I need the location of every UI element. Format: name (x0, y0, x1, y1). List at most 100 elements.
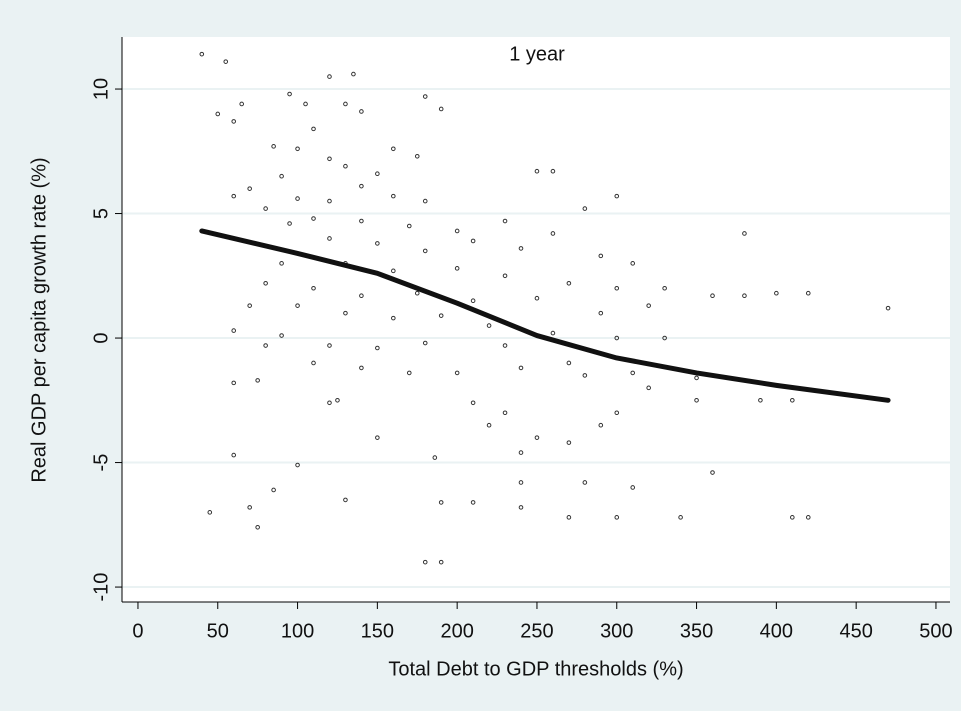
scatter-point (502, 343, 508, 348)
scatter-point (295, 146, 300, 152)
x-axis-label: Total Debt to GDP thresholds (%) (388, 658, 683, 680)
x-tick-label: 250 (520, 620, 553, 642)
scatter-point (343, 497, 348, 503)
scatter-point (279, 173, 284, 179)
scatter-point (598, 422, 604, 428)
scatter-point (438, 313, 444, 318)
scatter-point (758, 398, 763, 403)
scatter-point (582, 206, 588, 211)
scatter-point (454, 228, 460, 234)
scatter-point (566, 360, 572, 366)
scatter-point (805, 290, 811, 296)
scatter-point (223, 59, 229, 64)
scatter-point (438, 500, 444, 505)
scatter-point (231, 380, 237, 386)
scatter-point (303, 101, 308, 107)
y-tick-label: 5 (90, 208, 112, 219)
x-tick-label: 100 (281, 620, 314, 642)
scatter-point (438, 106, 444, 112)
scatter-point (295, 462, 300, 468)
scatter-point (263, 206, 268, 211)
scatter-point (534, 168, 540, 174)
x-tick-label: 450 (839, 620, 872, 642)
x-tick-label: 300 (600, 620, 633, 642)
scatter-point (359, 183, 364, 189)
scatter-point (375, 345, 380, 351)
scatter-point (486, 323, 492, 328)
scatter-point (391, 193, 396, 199)
scatter-point (231, 452, 237, 458)
scatter-point (414, 153, 420, 159)
scatter-point (742, 231, 747, 236)
scatter-point (534, 295, 540, 301)
scatter-point (375, 435, 380, 440)
scatter-point (279, 333, 284, 338)
scatter-point (406, 370, 412, 376)
scatter-point (566, 440, 572, 445)
scatter-point (518, 450, 524, 455)
scatter-point (454, 266, 460, 271)
scatter-point (550, 330, 556, 336)
scatter-point (598, 253, 604, 259)
scatter-point (710, 470, 715, 475)
scatter-point (805, 515, 811, 520)
scatter-point (327, 343, 332, 348)
scatter-point (630, 485, 636, 490)
scatter-point (518, 246, 524, 251)
y-tick-label: 10 (90, 78, 112, 100)
scatter-point (231, 328, 237, 333)
scatter-point (327, 400, 332, 406)
scatter-point (375, 171, 380, 177)
scatter-point (598, 310, 604, 316)
scatter-point (247, 186, 252, 191)
scatter-point (422, 198, 428, 204)
scatter-point (470, 238, 476, 244)
scatter-point (470, 500, 476, 505)
scatter-point (422, 340, 428, 346)
scatter-point (422, 248, 428, 254)
scatter-point (327, 74, 332, 79)
scatter-point (614, 193, 620, 199)
scatter-point (742, 293, 747, 299)
scatter-point (327, 156, 332, 162)
scatter-point (215, 111, 221, 117)
scatter-point (327, 236, 332, 241)
scatter-point (566, 280, 572, 286)
scatter-point (614, 335, 620, 341)
scatter-point (239, 101, 244, 107)
scatter-point (502, 273, 508, 279)
scatter-point (359, 218, 364, 224)
y-axis-label: Real GDP per capita growth rate (%) (28, 157, 50, 482)
scatter-point (422, 559, 428, 565)
scatter-point (614, 515, 620, 520)
scatter-point (582, 373, 588, 378)
scatter-point (432, 455, 438, 460)
scatter-point (454, 370, 460, 376)
scatter-point (343, 101, 348, 107)
scatter-point (502, 410, 508, 416)
scatter-point (614, 410, 620, 416)
scatter-point (287, 221, 292, 226)
scatter-point (311, 216, 316, 221)
scatter-point (438, 559, 444, 565)
scatter-point (662, 335, 667, 341)
scatter-point (343, 163, 348, 169)
scatter-point (630, 370, 636, 376)
scatter-point (375, 241, 380, 246)
scatter-point (470, 400, 476, 406)
x-tick-label: 500 (919, 620, 952, 642)
scatter-point (255, 378, 260, 383)
scatter-point (518, 505, 524, 510)
scatter-point (710, 293, 715, 299)
scatter-point (406, 223, 412, 229)
x-tick-label: 400 (760, 620, 793, 642)
scatter-point (550, 168, 556, 174)
scatter-point (247, 505, 252, 510)
y-tick-label: -10 (90, 573, 112, 602)
scatter-point (790, 515, 795, 520)
scatter-point (255, 524, 260, 530)
scatter-point (614, 285, 620, 291)
scatter-point (295, 196, 300, 201)
